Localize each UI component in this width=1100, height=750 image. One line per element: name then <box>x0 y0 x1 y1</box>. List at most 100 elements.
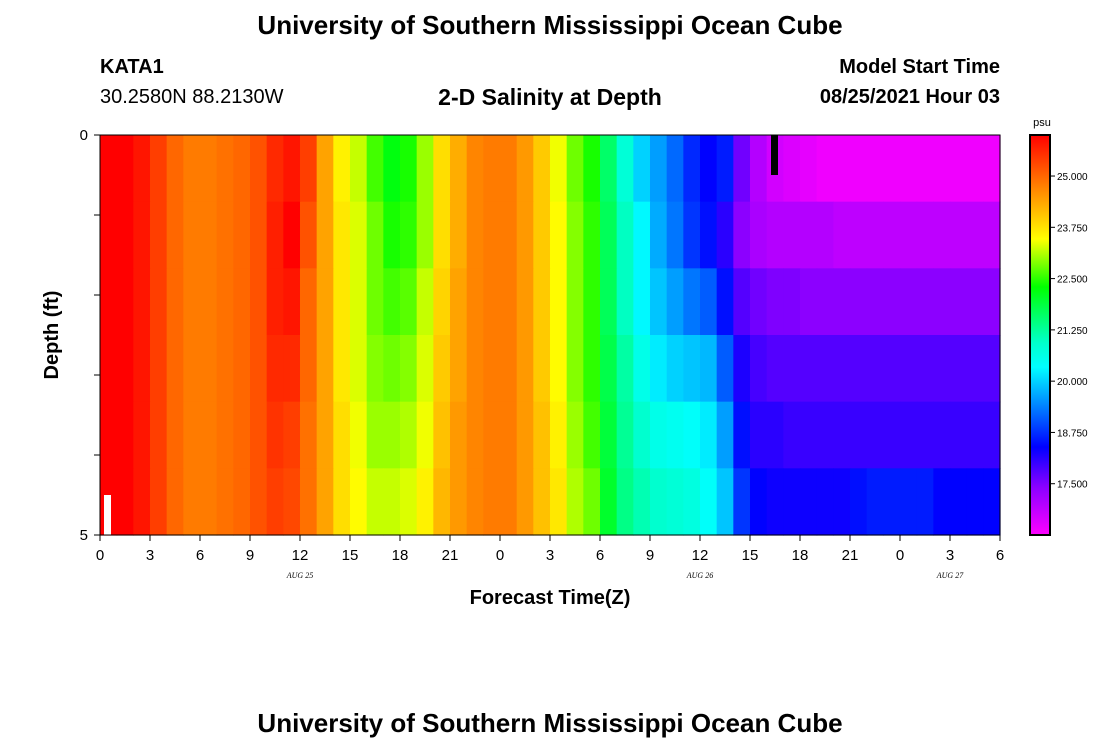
heatmap-cell <box>233 401 251 469</box>
heatmap-cell <box>316 135 334 203</box>
heatmap-cell <box>483 401 501 469</box>
heatmap-cell <box>250 401 268 469</box>
heatmap-cell <box>450 335 468 403</box>
heatmap-cell <box>350 401 368 469</box>
heatmap-cell <box>150 401 168 469</box>
heatmap-cell <box>383 201 401 269</box>
heatmap-cell <box>766 468 784 536</box>
heatmap-cell <box>983 468 1001 536</box>
x-tick-label: 3 <box>946 547 954 564</box>
heatmap-cell <box>700 468 718 536</box>
heatmap-cell <box>150 268 168 336</box>
heatmap-cell <box>500 335 518 403</box>
heatmap-cell <box>716 468 734 536</box>
heatmap-cell <box>966 201 984 269</box>
heatmap-cell <box>333 268 351 336</box>
heatmap-cell <box>666 201 684 269</box>
heatmap-cell <box>716 268 734 336</box>
heatmap-cell <box>650 335 668 403</box>
heatmap-cell <box>216 201 234 269</box>
heatmap-cell <box>533 201 551 269</box>
heatmap-cell <box>350 268 368 336</box>
heatmap-cell <box>600 335 618 403</box>
heatmap-cell <box>583 135 601 203</box>
colorbar-tick-label: 20.000 <box>1057 377 1088 388</box>
heatmap-cell <box>150 335 168 403</box>
heatmap-cell <box>383 335 401 403</box>
heatmap-cell <box>783 268 801 336</box>
heatmap-cell <box>166 201 184 269</box>
heatmap-cell <box>700 335 718 403</box>
heatmap-cell <box>183 201 201 269</box>
heatmap-cell <box>200 335 218 403</box>
heatmap-cell <box>950 135 968 203</box>
heatmap-cell <box>616 135 634 203</box>
heatmap-cell <box>800 135 818 203</box>
x-tick-label: 0 <box>96 547 104 564</box>
heatmap-cell <box>916 468 934 536</box>
heatmap-cell <box>333 201 351 269</box>
colorbar-unit: psu <box>1033 117 1051 129</box>
heatmap-cell <box>666 468 684 536</box>
heatmap-cell <box>650 201 668 269</box>
heatmap-cell <box>900 335 918 403</box>
heatmap-cell <box>600 135 618 203</box>
heatmap-cell <box>400 201 418 269</box>
heatmap-cell <box>916 201 934 269</box>
heatmap-cell <box>333 135 351 203</box>
y-tick-label: 5 <box>80 527 88 544</box>
heatmap-cell <box>500 401 518 469</box>
heatmap-cell <box>283 335 301 403</box>
heatmap-cell <box>300 401 318 469</box>
heatmap-cell <box>800 401 818 469</box>
x-tick-label: 21 <box>442 547 459 564</box>
x-tick-label: 3 <box>146 547 154 564</box>
heatmap-cell <box>800 468 818 536</box>
x-tick-label: 15 <box>742 547 759 564</box>
heatmap-cell <box>183 268 201 336</box>
heatmap-cell <box>833 268 851 336</box>
heatmap-cell <box>683 335 701 403</box>
heatmap-cell <box>300 135 318 203</box>
heatmap-cell <box>683 135 701 203</box>
heatmap-cell <box>866 201 884 269</box>
heatmap-cell <box>933 201 951 269</box>
heatmap-cell <box>416 401 434 469</box>
heatmap-cell <box>900 401 918 469</box>
heatmap-cell <box>700 201 718 269</box>
heatmap-cell <box>883 468 901 536</box>
x-tick-label: 3 <box>546 547 554 564</box>
heatmap-cell <box>650 268 668 336</box>
heatmap-cell <box>533 135 551 203</box>
colorbar-ticks: 25.000 23.750 22.500 21.250 20.000 18.750 17.5… <box>1050 172 1088 491</box>
colorbar-tick-label: 17.500 <box>1057 480 1088 491</box>
heatmap-cell <box>516 335 534 403</box>
heatmap-cell <box>300 201 318 269</box>
heatmap-cell <box>583 401 601 469</box>
heatmap-cell <box>416 135 434 203</box>
heatmap-cell <box>950 401 968 469</box>
x-tick-label: 6 <box>596 547 604 564</box>
heatmap-cell <box>716 201 734 269</box>
x-tick-label: 18 <box>792 547 809 564</box>
heatmap-cell <box>266 268 284 336</box>
heatmap-cell <box>133 268 151 336</box>
heatmap-cell <box>466 201 484 269</box>
heatmap-cell <box>850 268 868 336</box>
heatmap-cell <box>450 468 468 536</box>
heatmap-cell <box>116 201 134 269</box>
heatmap-cell <box>233 468 251 536</box>
heatmap-cell <box>300 268 318 336</box>
date-label: AUG 27 <box>936 571 964 580</box>
heatmap-cell <box>983 201 1001 269</box>
heatmap-cell <box>566 201 584 269</box>
heatmap-cell <box>166 335 184 403</box>
station-id: KATA1 <box>100 56 164 78</box>
heatmap-cell <box>750 401 768 469</box>
heatmap-cell <box>650 401 668 469</box>
heatmap-cell <box>200 268 218 336</box>
heatmap-cell <box>566 135 584 203</box>
heatmap-cell <box>266 468 284 536</box>
heatmap-cell <box>666 268 684 336</box>
heatmap-cell <box>483 468 501 536</box>
